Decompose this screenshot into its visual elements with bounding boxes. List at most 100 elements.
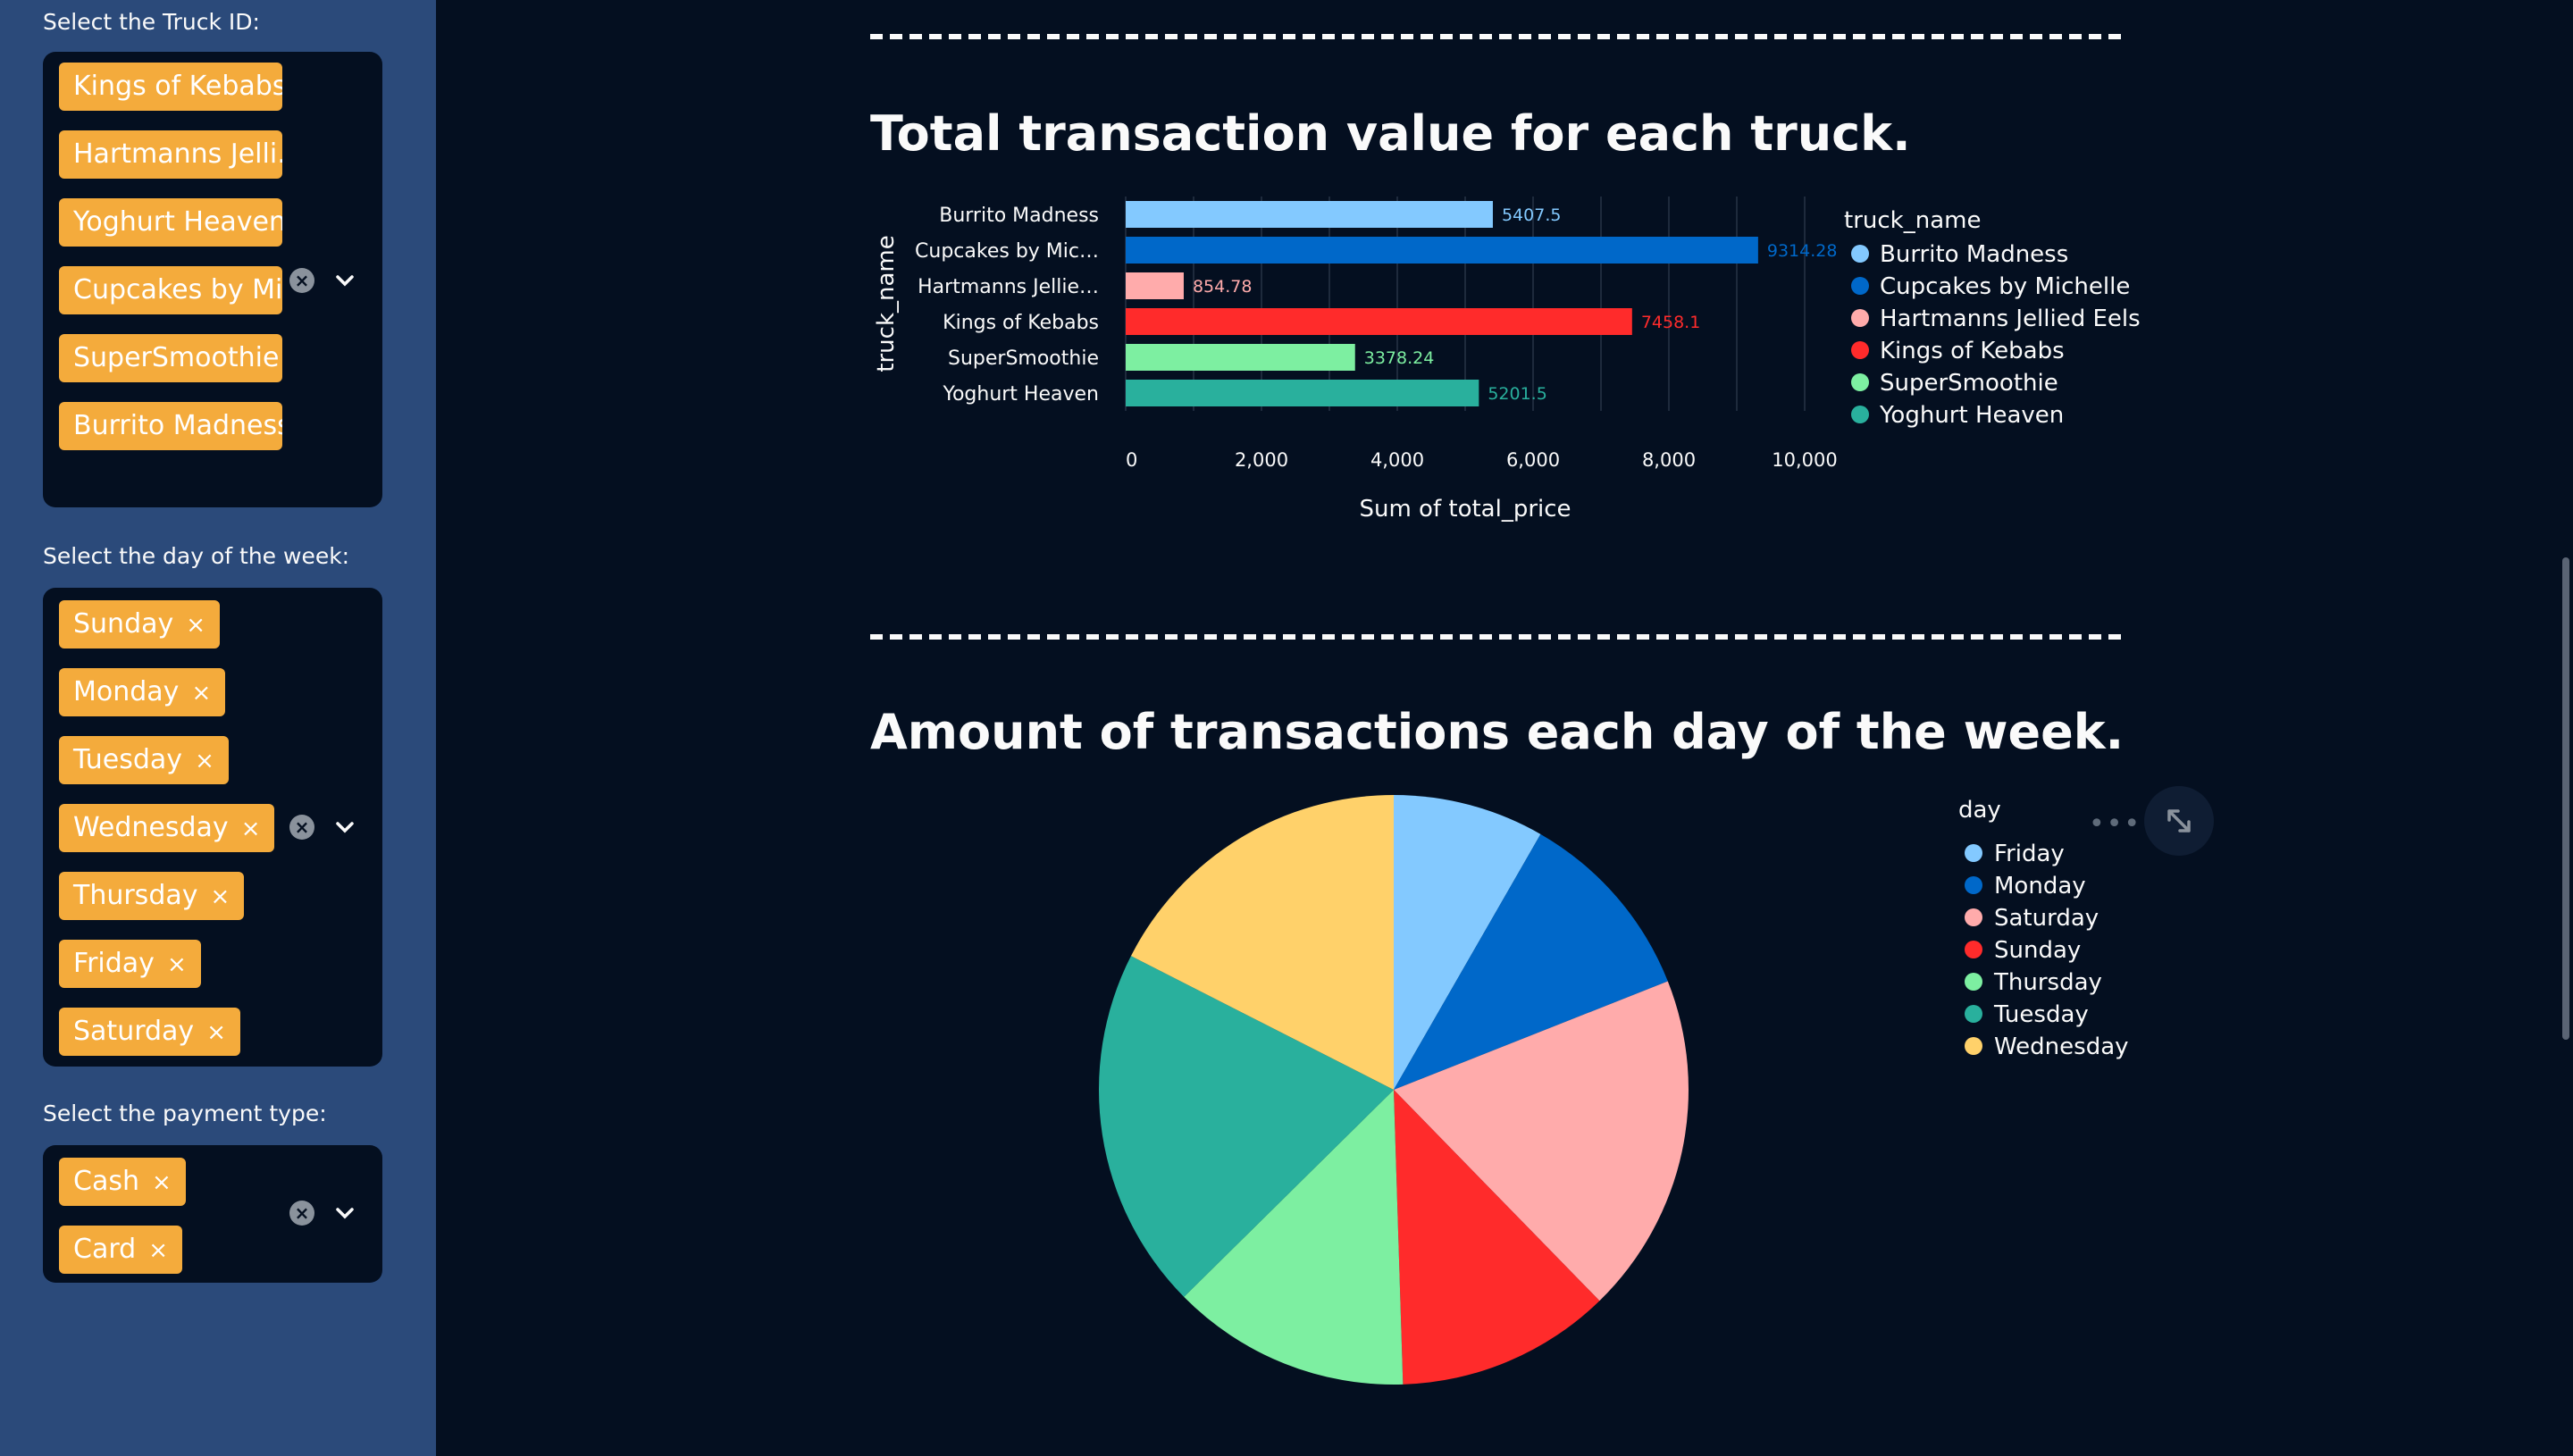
tag-friday[interactable]: Friday × <box>59 940 201 988</box>
bar <box>1126 380 1479 406</box>
day-select-label: Select the day of the week: <box>43 543 350 569</box>
pie-chart-title: Amount of transactions each day of the w… <box>870 704 2125 760</box>
data-label: 5201.5 <box>1488 384 1546 404</box>
day-multiselect[interactable]: × Sunday × Monday × Tuesday × Wednesday × Thursd… <box>43 588 382 1067</box>
tag-kings-of-kebabs[interactable]: Kings of Kebabs <box>59 63 282 111</box>
clear-all-icon[interactable]: × <box>289 268 314 293</box>
legend-marker <box>1851 373 1869 391</box>
y-tick-label: Kings of Kebabs <box>943 312 1099 334</box>
remove-tag-icon[interactable]: × <box>191 680 212 707</box>
more-options-icon[interactable]: ••• <box>2089 808 2142 840</box>
bar <box>1126 308 1632 335</box>
scrollbar[interactable] <box>2562 557 2569 1040</box>
legend-title: day <box>1958 797 2001 824</box>
legend-marker <box>1965 1037 1982 1055</box>
pie-chart[interactable]: day Friday Monday Saturday Sunday Thursday Tue… <box>1072 786 2180 1411</box>
tag-hartmanns-jelli[interactable]: Hartmanns Jelli… <box>59 130 282 179</box>
tag-label: Monday <box>73 676 180 707</box>
sidebar: Select the Truck ID: × Kings of Kebabs Ha… <box>0 0 436 1456</box>
remove-tag-icon[interactable]: × <box>195 748 214 774</box>
tag-cash[interactable]: Cash × <box>59 1158 186 1206</box>
tag-thursday[interactable]: Thursday × <box>59 872 245 920</box>
clear-all-icon[interactable]: × <box>289 815 314 840</box>
tag-label: Yoghurt Heaven <box>73 206 282 238</box>
legend-item: Cupcakes by Michelle <box>1880 273 2130 300</box>
legend-title: truck_name <box>1844 207 1981 234</box>
pie-slice <box>1394 981 1689 1301</box>
payment-multiselect[interactable]: × Cash × Card × <box>43 1145 382 1283</box>
fullscreen-button[interactable] <box>2144 786 2214 856</box>
tag-card[interactable]: Card × <box>59 1226 182 1274</box>
remove-tag-icon[interactable]: × <box>151 1169 172 1196</box>
tag-label: Saturday <box>73 1016 195 1047</box>
remove-tag-icon[interactable]: × <box>210 883 230 910</box>
x-tick-label: 8,000 <box>1642 449 1696 471</box>
data-label: 5407.5 <box>1502 205 1561 225</box>
chevron-down-icon[interactable] <box>332 268 357 293</box>
legend-marker <box>1965 941 1982 958</box>
x-tick-label: 10,000 <box>1772 449 1837 471</box>
legend-marker <box>1965 973 1982 991</box>
y-tick-label: Burrito Madness <box>939 205 1099 227</box>
pie-slice <box>1184 1090 1404 1385</box>
pie-slice <box>1099 956 1394 1297</box>
tag-label: Burrito Madness <box>73 410 282 441</box>
bar <box>1126 237 1758 264</box>
y-tick-label: SuperSmoothie <box>948 347 1099 370</box>
chevron-down-icon[interactable] <box>332 815 357 840</box>
legend-item: Kings of Kebabs <box>1880 338 2065 364</box>
y-tick-label: Yoghurt Heaven <box>942 383 1099 406</box>
x-tick-label: 2,000 <box>1235 449 1288 471</box>
tag-tuesday[interactable]: Tuesday × <box>59 736 229 784</box>
payment-select-label: Select the payment type: <box>43 1100 327 1126</box>
legend-item: Friday <box>1994 841 2065 867</box>
pie-slice <box>1130 795 1394 1090</box>
tag-cupcakes-by-mic[interactable]: Cupcakes by Mic… <box>59 266 282 314</box>
data-label: 9314.28 <box>1767 241 1838 261</box>
tag-sunday[interactable]: Sunday × <box>59 600 221 649</box>
remove-tag-icon[interactable]: × <box>206 1019 226 1046</box>
legend-item: Sunday <box>1994 937 2081 964</box>
legend-item: Thursday <box>1993 969 2102 996</box>
expand-icon <box>2167 809 2191 833</box>
x-axis-label: Sum of total_price <box>1359 496 1571 523</box>
tag-wednesday[interactable]: Wednesday × <box>59 804 275 852</box>
pie-slice <box>1394 795 1541 1090</box>
tag-label: Kings of Kebabs <box>73 71 282 102</box>
tag-burrito-madness[interactable]: Burrito Madness <box>59 402 282 450</box>
y-tick-label: Hartmanns Jellie… <box>918 276 1099 298</box>
tag-monday[interactable]: Monday × <box>59 668 226 716</box>
legend-marker <box>1851 406 1869 423</box>
y-tick-label: Cupcakes by Mic… <box>915 240 1099 263</box>
tag-label: SuperSmoothie <box>73 342 280 373</box>
divider <box>870 34 2123 39</box>
y-axis-label: truck_name <box>873 235 900 372</box>
truck-multiselect[interactable]: × Kings of Kebabs Hartmanns Jelli… Yoghurt… <box>43 52 382 507</box>
truck-select-label: Select the Truck ID: <box>43 9 260 35</box>
divider <box>870 634 2123 640</box>
legend-marker <box>1965 908 1982 926</box>
tag-label: Thursday <box>73 880 198 911</box>
x-tick-label: 6,000 <box>1506 449 1560 471</box>
remove-tag-icon[interactable]: × <box>240 816 261 842</box>
bar <box>1126 201 1493 228</box>
tag-yoghurt-heaven[interactable]: Yoghurt Heaven <box>59 198 282 247</box>
remove-tag-icon[interactable]: × <box>148 1237 168 1264</box>
data-label: 854.78 <box>1193 277 1252 297</box>
remove-tag-icon[interactable]: × <box>186 612 206 639</box>
data-label: 7458.1 <box>1641 313 1700 332</box>
tag-supersmoothie[interactable]: SuperSmoothie <box>59 334 282 382</box>
x-tick-label: 4,000 <box>1370 449 1424 471</box>
legend-item: Saturday <box>1994 905 2099 932</box>
bar-chart[interactable]: Burrito Madness 5407.5 Cupcakes by Mic… 931… <box>858 179 2144 536</box>
chevron-down-icon[interactable] <box>332 1201 357 1226</box>
clear-all-icon[interactable]: × <box>289 1201 314 1226</box>
legend-item: Burrito Madness <box>1880 241 2068 268</box>
legend-item: Yoghurt Heaven <box>1879 402 2064 429</box>
legend-marker <box>1851 309 1869 327</box>
remove-tag-icon[interactable]: × <box>166 951 187 978</box>
tag-label: Wednesday <box>73 812 229 843</box>
tag-saturday[interactable]: Saturday × <box>59 1008 240 1056</box>
tag-label: Friday <box>73 948 155 979</box>
tag-label: Card <box>73 1234 137 1265</box>
